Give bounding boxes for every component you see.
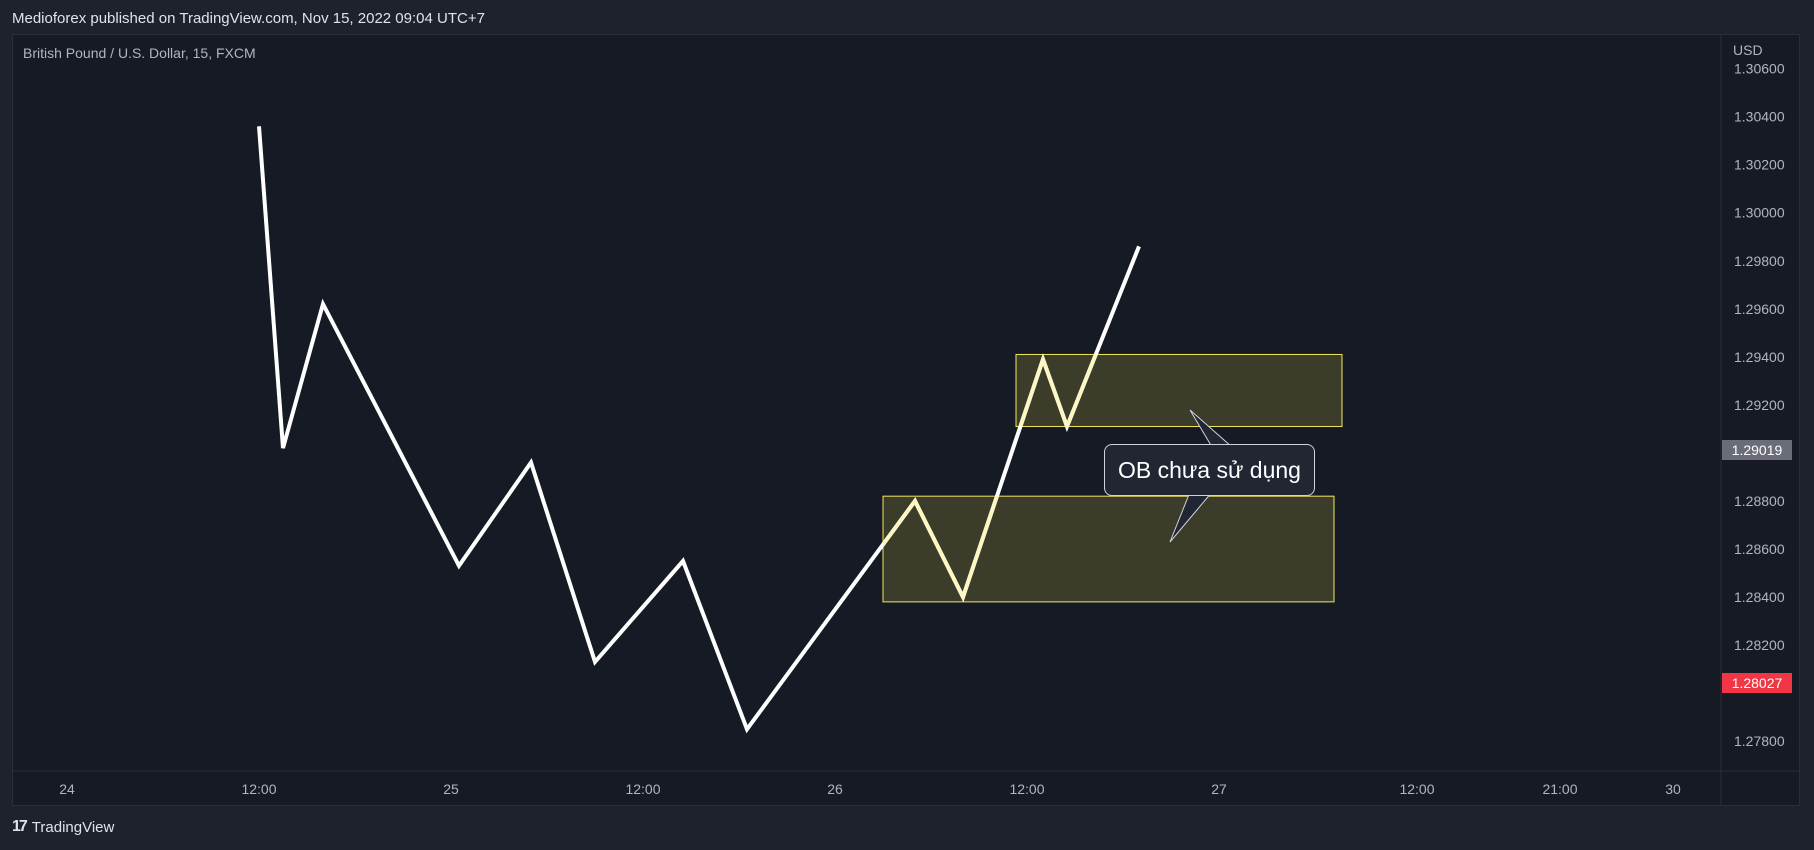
- y-tick-label: 1.28400: [1734, 589, 1785, 605]
- y-tick-label: 1.30200: [1734, 157, 1785, 173]
- chart-frame: [12, 34, 1800, 806]
- x-tick-label: 12:00: [241, 781, 276, 797]
- price-line: [257, 126, 1141, 734]
- x-tick-label: 25: [443, 781, 459, 797]
- y-tick-label: 1.28600: [1734, 541, 1785, 557]
- y-tick-label: 1.30400: [1734, 109, 1785, 125]
- x-tick-label: 27: [1211, 781, 1227, 797]
- y-tick-label: 1.29200: [1734, 397, 1785, 413]
- current-price-badge: [1722, 673, 1792, 693]
- y-tick-label: 1.30000: [1734, 205, 1785, 221]
- y-tick-label: 1.30600: [1734, 61, 1785, 77]
- y-tick-label: 1.29800: [1734, 253, 1785, 269]
- y-tick-label: 1.29400: [1734, 349, 1785, 365]
- publish-info: Medioforex published on TradingView.com,…: [12, 10, 485, 27]
- y-tick-label: 1.28800: [1734, 493, 1785, 509]
- y-tick-label: 1.27800: [1734, 733, 1785, 749]
- x-tick-label: 12:00: [1399, 781, 1434, 797]
- annotation-callout[interactable]: OB chưa sử dụng: [1104, 444, 1315, 496]
- tradingview-logo-icon: 17: [12, 818, 28, 835]
- x-tick-label: 30: [1665, 781, 1681, 797]
- x-tick-label: 12:00: [1009, 781, 1044, 797]
- x-tick-label: 12:00: [625, 781, 660, 797]
- price-line-highlight: [883, 354, 1141, 602]
- x-tick-label: 26: [827, 781, 843, 797]
- price-axis[interactable]: 1.30600 1.30400 1.30200 1.30000 1.29800 1.296…: [1734, 61, 1785, 750]
- footer-brand[interactable]: 17 TradingView: [12, 818, 114, 836]
- y-tick-label: 1.29600: [1734, 301, 1785, 317]
- current-price-label: 1.28027: [1732, 675, 1783, 691]
- x-tick-label: 24: [59, 781, 75, 797]
- crosshair-price-label: 1.29019: [1732, 442, 1783, 458]
- x-tick-label: 21:00: [1542, 781, 1577, 797]
- currency-label: USD: [1733, 42, 1763, 58]
- symbol-title: British Pound / U.S. Dollar, 15, FXCM: [23, 45, 256, 61]
- time-axis[interactable]: 24 12:00 25 12:00 26 12:00 27 12:00 21:00 30: [59, 781, 1681, 797]
- crosshair-price-badge: [1722, 440, 1792, 460]
- brand-name: TradingView: [31, 818, 115, 836]
- order-block-zone-lower[interactable]: [882, 495, 1335, 603]
- y-tick-label: 1.28200: [1734, 637, 1785, 653]
